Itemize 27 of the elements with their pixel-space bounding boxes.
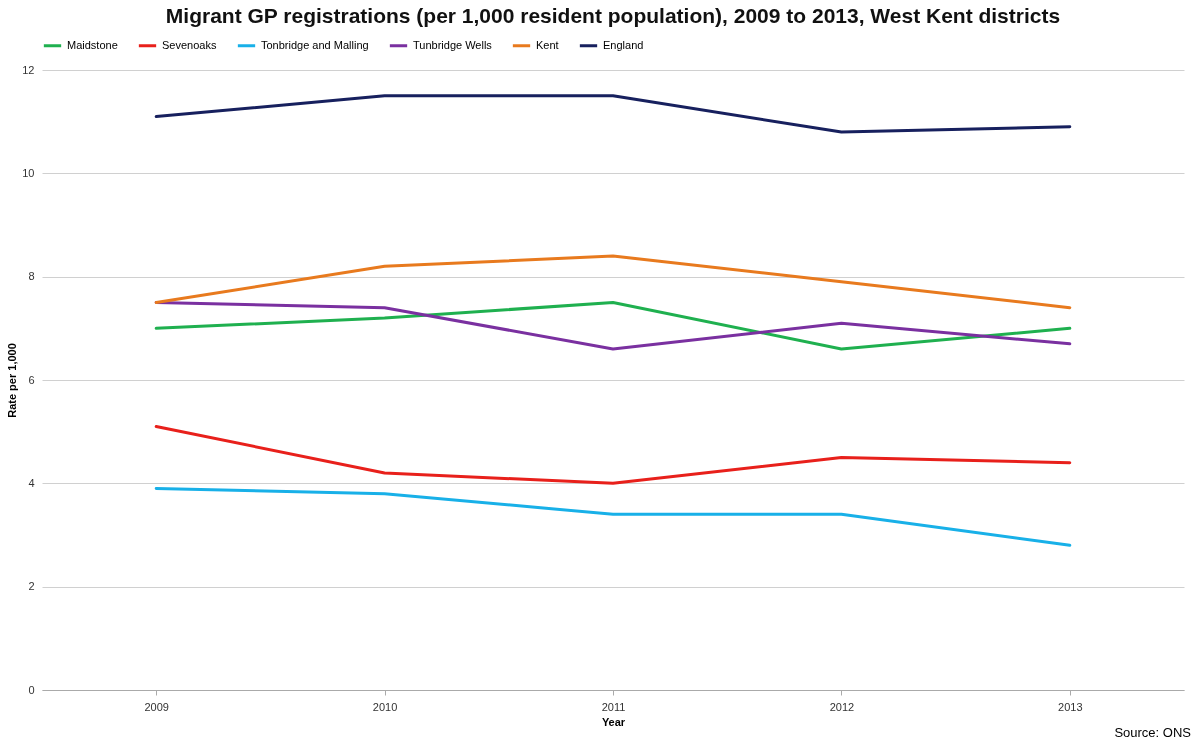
x-tick-label: 2013: [1058, 700, 1083, 713]
line-series: [154, 301, 1072, 351]
chart-title: Migrant GP registrations (per 1,000 resident population), 2009 to 2013, West Kent districts: [165, 4, 1061, 27]
y-axis-title: Rate per 1,000: [6, 343, 19, 418]
legend-label: Sevenoaks: [162, 38, 217, 51]
line-series: [154, 254, 1072, 310]
x-tick-label: 2010: [372, 700, 398, 713]
legend-label: Tunbridge Wells: [413, 38, 493, 51]
legend-label: England: [603, 38, 644, 51]
line-series: [154, 425, 1072, 485]
y-tick-label: 12: [22, 63, 35, 76]
source-note: Source: ONS: [1114, 725, 1191, 740]
legend-label: Tonbridge and Malling: [261, 38, 369, 51]
y-tick-label: 8: [28, 270, 35, 283]
x-tick-label: 2012: [829, 700, 855, 713]
y-tick-label: 6: [28, 373, 35, 386]
line-series: [154, 94, 1072, 134]
legend-label: Kent: [536, 38, 559, 51]
x-tick-label: 2011: [601, 700, 626, 713]
legend-label: Maidstone: [67, 38, 118, 51]
y-tick-label: 2: [28, 580, 35, 593]
x-tick-label: 2009: [144, 700, 169, 713]
x-axis-title: Year: [601, 715, 626, 728]
y-tick-label: 0: [28, 683, 35, 696]
y-tick-label: 10: [22, 166, 35, 179]
line-series: [154, 487, 1072, 547]
y-tick-label: 4: [28, 476, 35, 489]
